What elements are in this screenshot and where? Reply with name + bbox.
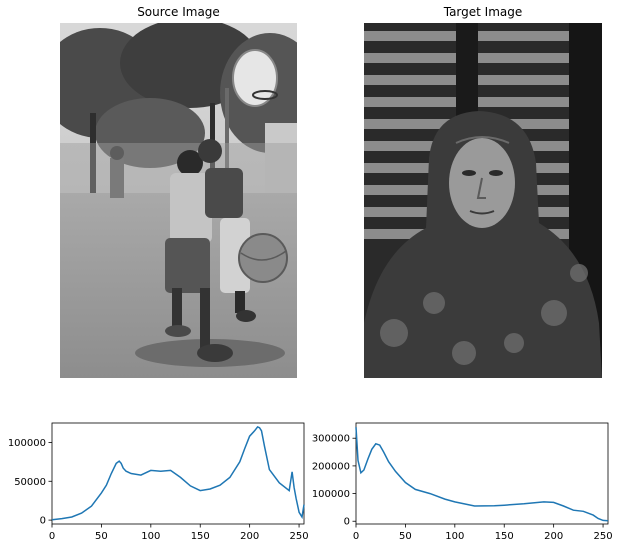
source-ytick-label: 0	[40, 516, 46, 527]
source-xtick-label: 150	[191, 531, 210, 542]
target-xtick-label: 150	[495, 531, 514, 542]
target-xtick-label: 200	[544, 531, 563, 542]
source-image-graphic	[60, 23, 297, 378]
target-ytick-label: 200000	[312, 461, 350, 472]
source-image	[60, 23, 297, 378]
target-ytick-label: 0	[344, 517, 350, 528]
source-xtick-label: 0	[49, 531, 55, 542]
target-xtick-label: 0	[353, 531, 359, 542]
target-xtick-label: 50	[399, 531, 412, 542]
source-plot-frame	[51, 422, 305, 525]
target-ytick-label: 100000	[312, 489, 350, 500]
source-image-title: Source Image	[137, 5, 220, 19]
target-histogram-axes: 0 50 100 150 200 250 0 100000 200000 300000	[312, 422, 613, 542]
target-histogram: 0 50 100 150 200 250 0 100000 200000 300000	[312, 422, 613, 542]
source-histogram-line	[51, 425, 305, 521]
target-histogram-line	[355, 427, 609, 522]
source-ytick-label: 50000	[14, 477, 46, 488]
target-image-graphic	[364, 23, 602, 378]
target-image-title: Target Image	[443, 5, 523, 19]
target-plot-frame	[355, 422, 609, 525]
source-ytick-label: 100000	[8, 438, 46, 449]
target-ytick-label: 300000	[312, 434, 350, 445]
target-xtick-label: 250	[594, 531, 613, 542]
source-xtick-label: 50	[95, 531, 108, 542]
target-xtick-label: 100	[445, 531, 464, 542]
source-xtick-label: 200	[240, 531, 259, 542]
target-image	[364, 23, 602, 378]
source-xtick-label: 100	[141, 531, 160, 542]
